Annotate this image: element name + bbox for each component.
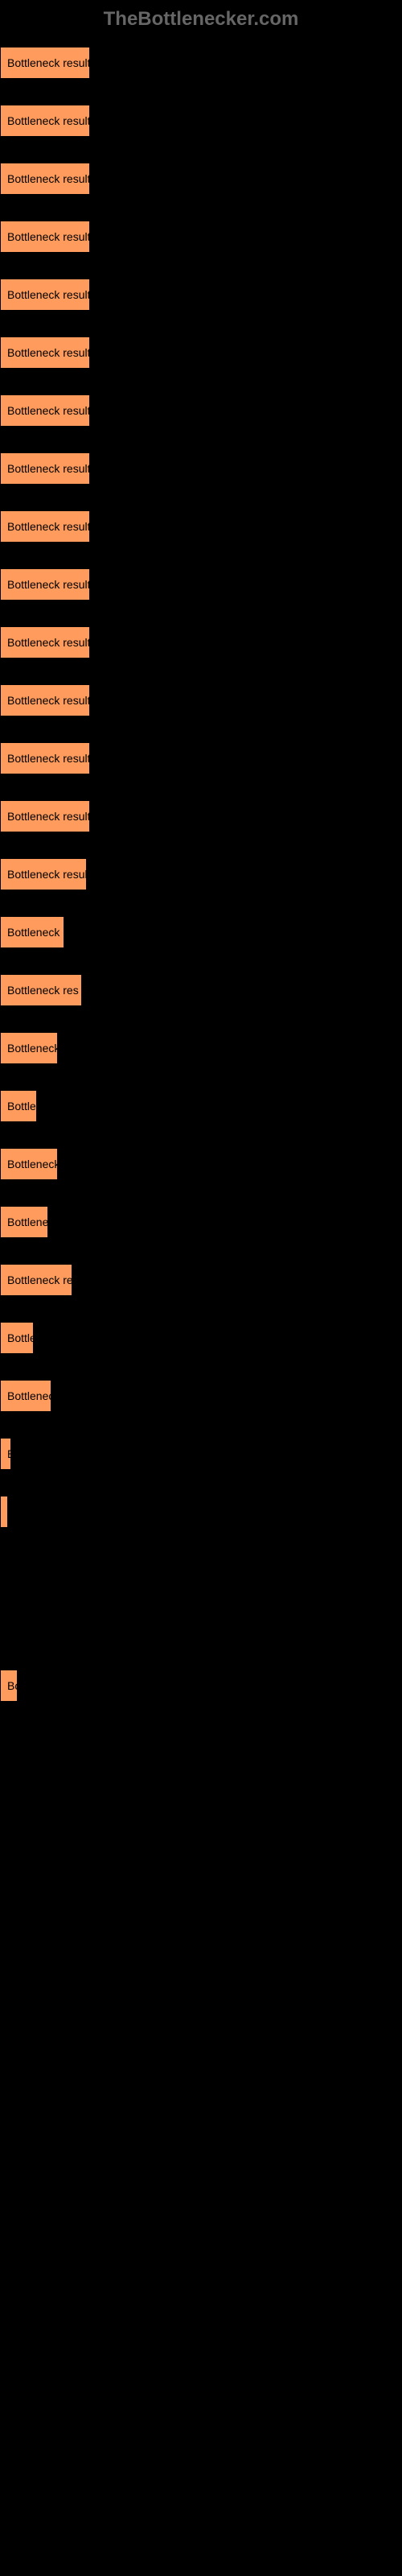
- bottleneck-bar: Bottleneck re: [0, 1264, 72, 1296]
- bar-row: Bottleneck: [0, 1032, 402, 1064]
- bottleneck-bar: B: [0, 1438, 11, 1470]
- bottleneck-bar: Bottleneck result: [0, 163, 90, 195]
- bottleneck-bar: Bottleneck result: [0, 221, 90, 253]
- bottleneck-bar: Bottleneck result: [0, 742, 90, 774]
- bar-row: [0, 1554, 402, 1586]
- bar-row: Bottleneck result: [0, 626, 402, 658]
- site-logo: TheBottlenecker.com: [0, 0, 402, 39]
- bar-label: Bottleneck r: [7, 926, 64, 939]
- bottleneck-bar: Bottleneck result: [0, 452, 90, 485]
- bottleneck-bar: Bottleneck: [0, 1148, 58, 1180]
- bar-row: [0, 1901, 402, 1934]
- bottleneck-bar: Bottleneck result: [0, 568, 90, 601]
- bar-row: Bottlenec: [0, 1206, 402, 1238]
- bottleneck-bar: Bottle: [0, 1322, 34, 1354]
- bar-row: Bottleneck result: [0, 452, 402, 485]
- bar-row: Bo: [0, 1670, 402, 1702]
- bottleneck-bar: Bottlenec: [0, 1380, 51, 1412]
- bar-label: Bottleneck result: [7, 810, 89, 823]
- bar-label: Bottleneck: [7, 1158, 57, 1170]
- bottleneck-bar: Bottlenec: [0, 1206, 48, 1238]
- bar-label: Bottleneck result: [7, 520, 89, 533]
- bar-label: Bottleneck result: [7, 172, 89, 185]
- bar-label: Bottleneck result: [7, 114, 89, 127]
- bottleneck-bar: Bottleneck result: [0, 105, 90, 137]
- bar-row: [0, 1496, 402, 1528]
- bar-row: Bottlen: [0, 1090, 402, 1122]
- bar-row: [0, 2017, 402, 2050]
- bar-row: Bottleneck result: [0, 163, 402, 195]
- bar-label: Bottleneck result: [7, 694, 89, 707]
- bottleneck-bar: Bottleneck result: [0, 510, 90, 543]
- bottleneck-bar: Bottleneck result: [0, 800, 90, 832]
- bar-row: B: [0, 1438, 402, 1470]
- bar-label: Bottleneck result: [7, 346, 89, 359]
- bar-row: Bottleneck result: [0, 279, 402, 311]
- bottleneck-bar: Bottleneck result: [0, 279, 90, 311]
- bar-row: [0, 2365, 402, 2397]
- bar-label: Bottleneck result: [7, 752, 89, 765]
- bar-label: Bottleneck: [7, 1042, 57, 1055]
- bar-row: [0, 2133, 402, 2165]
- bar-row: [0, 1728, 402, 1760]
- bar-label: Bottleneck result: [7, 404, 89, 417]
- bar-label: Bottleneck result: [7, 56, 89, 69]
- bar-row: [0, 2307, 402, 2339]
- bottleneck-bar: Bottleneck result: [0, 626, 90, 658]
- bar-row: Bottle: [0, 1322, 402, 1354]
- bar-label: Bottleneck result: [7, 462, 89, 475]
- bar-label: Bottleneck res: [7, 984, 79, 997]
- bar-label: Bottlenec: [7, 1216, 47, 1228]
- bottleneck-bar: Bottleneck res: [0, 974, 82, 1006]
- bar-label: Bottleneck result: [7, 636, 89, 649]
- bar-row: Bottleneck res: [0, 974, 402, 1006]
- bottleneck-chart: Bottleneck result Bottleneck result Bottle…: [0, 39, 402, 2489]
- bottleneck-bar: Bottleneck result: [0, 47, 90, 79]
- bar-label: Bottleneck result: [7, 230, 89, 243]
- bar-row: Bottleneck result: [0, 510, 402, 543]
- bottleneck-bar: Bottlen: [0, 1090, 37, 1122]
- bar-label: Bottleneck re: [7, 1274, 72, 1286]
- bottleneck-bar: Bottleneck r: [0, 916, 64, 948]
- bar-label: Bottlen: [7, 1100, 36, 1113]
- bar-row: Bottlenec: [0, 1380, 402, 1412]
- bar-row: [0, 1785, 402, 1818]
- bar-label: Bo: [7, 1679, 17, 1692]
- bar-row: Bottleneck result: [0, 858, 402, 890]
- bottleneck-bar: Bottleneck result: [0, 858, 87, 890]
- bar-row: Bottleneck result: [0, 221, 402, 253]
- bar-row: [0, 2075, 402, 2107]
- bar-row: Bottleneck result: [0, 394, 402, 427]
- bar-row: [0, 1843, 402, 1876]
- bar-row: [0, 2423, 402, 2455]
- bar-row: [0, 2191, 402, 2223]
- bar-label: Bottlenec: [7, 1389, 51, 1402]
- bar-label: Bottleneck result: [7, 578, 89, 591]
- bottleneck-bar: Bottleneck result: [0, 684, 90, 716]
- bar-row: Bottleneck result: [0, 684, 402, 716]
- bottleneck-bar: [0, 1496, 8, 1528]
- bar-label: B: [7, 1447, 10, 1460]
- bottleneck-bar: Bottleneck result: [0, 336, 90, 369]
- bar-row: [0, 1612, 402, 1644]
- bar-row: Bottleneck result: [0, 742, 402, 774]
- bar-label: Bottleneck result: [7, 868, 86, 881]
- bar-row: Bottleneck result: [0, 336, 402, 369]
- bar-row: Bottleneck result: [0, 105, 402, 137]
- bottleneck-bar: Bottleneck: [0, 1032, 58, 1064]
- bar-row: Bottleneck result: [0, 800, 402, 832]
- bar-row: Bottleneck r: [0, 916, 402, 948]
- bottleneck-bar: Bottleneck result: [0, 394, 90, 427]
- bar-row: [0, 2249, 402, 2281]
- bar-row: Bottleneck: [0, 1148, 402, 1180]
- bar-row: Bottleneck re: [0, 1264, 402, 1296]
- bar-row: [0, 1959, 402, 1992]
- bar-row: Bottleneck result: [0, 568, 402, 601]
- bottleneck-bar: Bo: [0, 1670, 18, 1702]
- bar-label: Bottleneck result: [7, 288, 89, 301]
- bar-label: Bottle: [7, 1331, 33, 1344]
- bar-row: Bottleneck result: [0, 47, 402, 79]
